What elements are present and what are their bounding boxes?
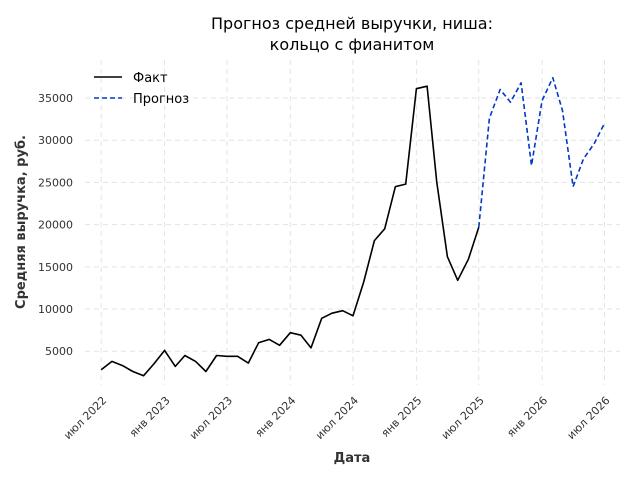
x-tick-label: янв 2024 — [253, 394, 299, 440]
series-line-forecast — [478, 76, 606, 228]
x-axis-title: Дата — [334, 451, 371, 466]
chart-title: Прогноз средней выручки, ниша: кольцо с … — [211, 14, 493, 54]
x-tick-label: янв 2023 — [127, 394, 173, 440]
y-tick-label: 20000 — [38, 219, 73, 232]
chart-title-line-2: кольцо с фианитом — [270, 35, 435, 54]
y-axis-title: Средняя выручка, руб. — [14, 135, 29, 309]
x-tick-label: июл 2025 — [439, 394, 487, 442]
chart-title-line-1: Прогноз средней выручки, ниша: — [211, 14, 493, 33]
series-line-fact — [100, 85, 480, 377]
x-tick-label: июл 2023 — [187, 394, 235, 442]
y-tick-label: 5000 — [45, 345, 73, 358]
x-tick-label: июл 2024 — [313, 394, 361, 442]
x-tick-label: янв 2025 — [379, 394, 425, 440]
x-tick-label: июл 2022 — [61, 394, 109, 442]
legend-label-fact: Факт — [133, 71, 168, 86]
y-tick-label: 30000 — [38, 134, 73, 147]
legend-label-forecast: Прогноз — [133, 92, 189, 107]
y-tick-label: 15000 — [38, 261, 73, 274]
y-tick-label: 10000 — [38, 303, 73, 316]
plot-series — [100, 76, 606, 377]
legend: Факт Прогноз — [94, 71, 189, 107]
grid — [85, 60, 620, 385]
y-tick-label: 35000 — [38, 92, 73, 105]
y-tick-label: 25000 — [38, 176, 73, 189]
x-tick-label: янв 2026 — [504, 394, 550, 440]
x-tick-label: июл 2026 — [565, 394, 613, 442]
